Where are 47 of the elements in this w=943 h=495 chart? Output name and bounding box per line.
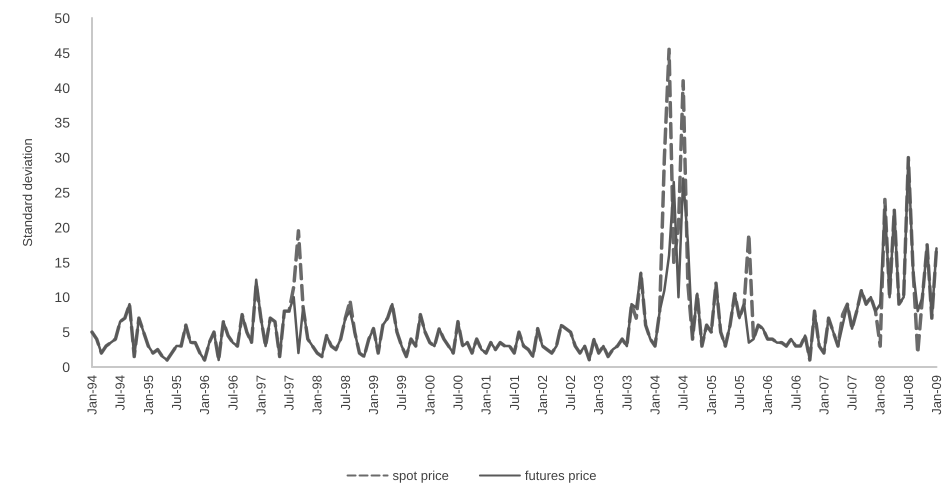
line-series: [90, 156, 938, 362]
y-tick-label: 20: [54, 219, 70, 236]
x-tick-label: Jul-95: [168, 375, 184, 410]
x-tick-label: Jul-05: [732, 375, 747, 410]
x-tick-label: Jan-95: [140, 375, 156, 415]
x-tick-label: Jan-00: [422, 375, 438, 415]
y-tick-label: 50: [54, 10, 70, 26]
x-tick-label: Jul-08: [900, 375, 916, 410]
x-tick-label: Jan-99: [366, 375, 381, 415]
x-tick-label: Jan-06: [760, 375, 776, 415]
x-tick-label: Jul-99: [394, 375, 410, 410]
legend-label: spot price: [392, 468, 449, 483]
y-tick-label: 40: [54, 80, 70, 96]
x-tick-label: Jan-96: [197, 375, 212, 415]
x-tick-label: Jan-08: [872, 375, 888, 415]
x-tick-label: Jan-02: [534, 375, 550, 415]
y-tick-label: 45: [54, 44, 70, 61]
x-tick-label: Jul-07: [844, 375, 860, 410]
x-tick-label: Jul-02: [563, 375, 578, 410]
line-series: [90, 48, 938, 362]
y-tick-label: 25: [54, 184, 70, 200]
x-tick-label: Jan-05: [704, 375, 719, 415]
y-tick-label: 30: [54, 150, 70, 166]
x-tick-label: Jul-04: [676, 375, 691, 410]
x-tick-label: Jan-01: [478, 375, 494, 415]
x-tick-label: Jul-94: [112, 375, 128, 410]
y-tick-label: 0: [62, 359, 70, 375]
x-tick-label: Jan-03: [591, 375, 606, 415]
x-tick-label: Jan-04: [648, 375, 662, 415]
x-tick-label: Jul-00: [450, 375, 466, 410]
x-tick-label: Jul-98: [338, 375, 353, 410]
x-tick-label: Jan-98: [310, 375, 325, 415]
legend-label: futures price: [524, 468, 596, 483]
x-tick-label: Jul-97: [282, 375, 297, 410]
x-tick-label: Jan-07: [816, 375, 832, 415]
x-tick-label: Jan-97: [253, 375, 268, 415]
y-tick-label: 5: [62, 324, 70, 340]
x-tick-label: Jul-96: [225, 375, 240, 410]
y-tick-label: 35: [54, 114, 70, 131]
x-tick-label: Jan-94: [84, 375, 100, 415]
x-tick-label: Jan-09: [929, 375, 943, 415]
y-tick-label: 15: [54, 254, 70, 270]
y-tick-label: 10: [54, 289, 70, 306]
x-tick-label: Jul-01: [506, 375, 522, 410]
x-tick-label: Jul-03: [619, 375, 634, 410]
y-axis-title: Standard deviation: [20, 138, 35, 247]
x-tick-label: Jul-06: [788, 375, 804, 410]
